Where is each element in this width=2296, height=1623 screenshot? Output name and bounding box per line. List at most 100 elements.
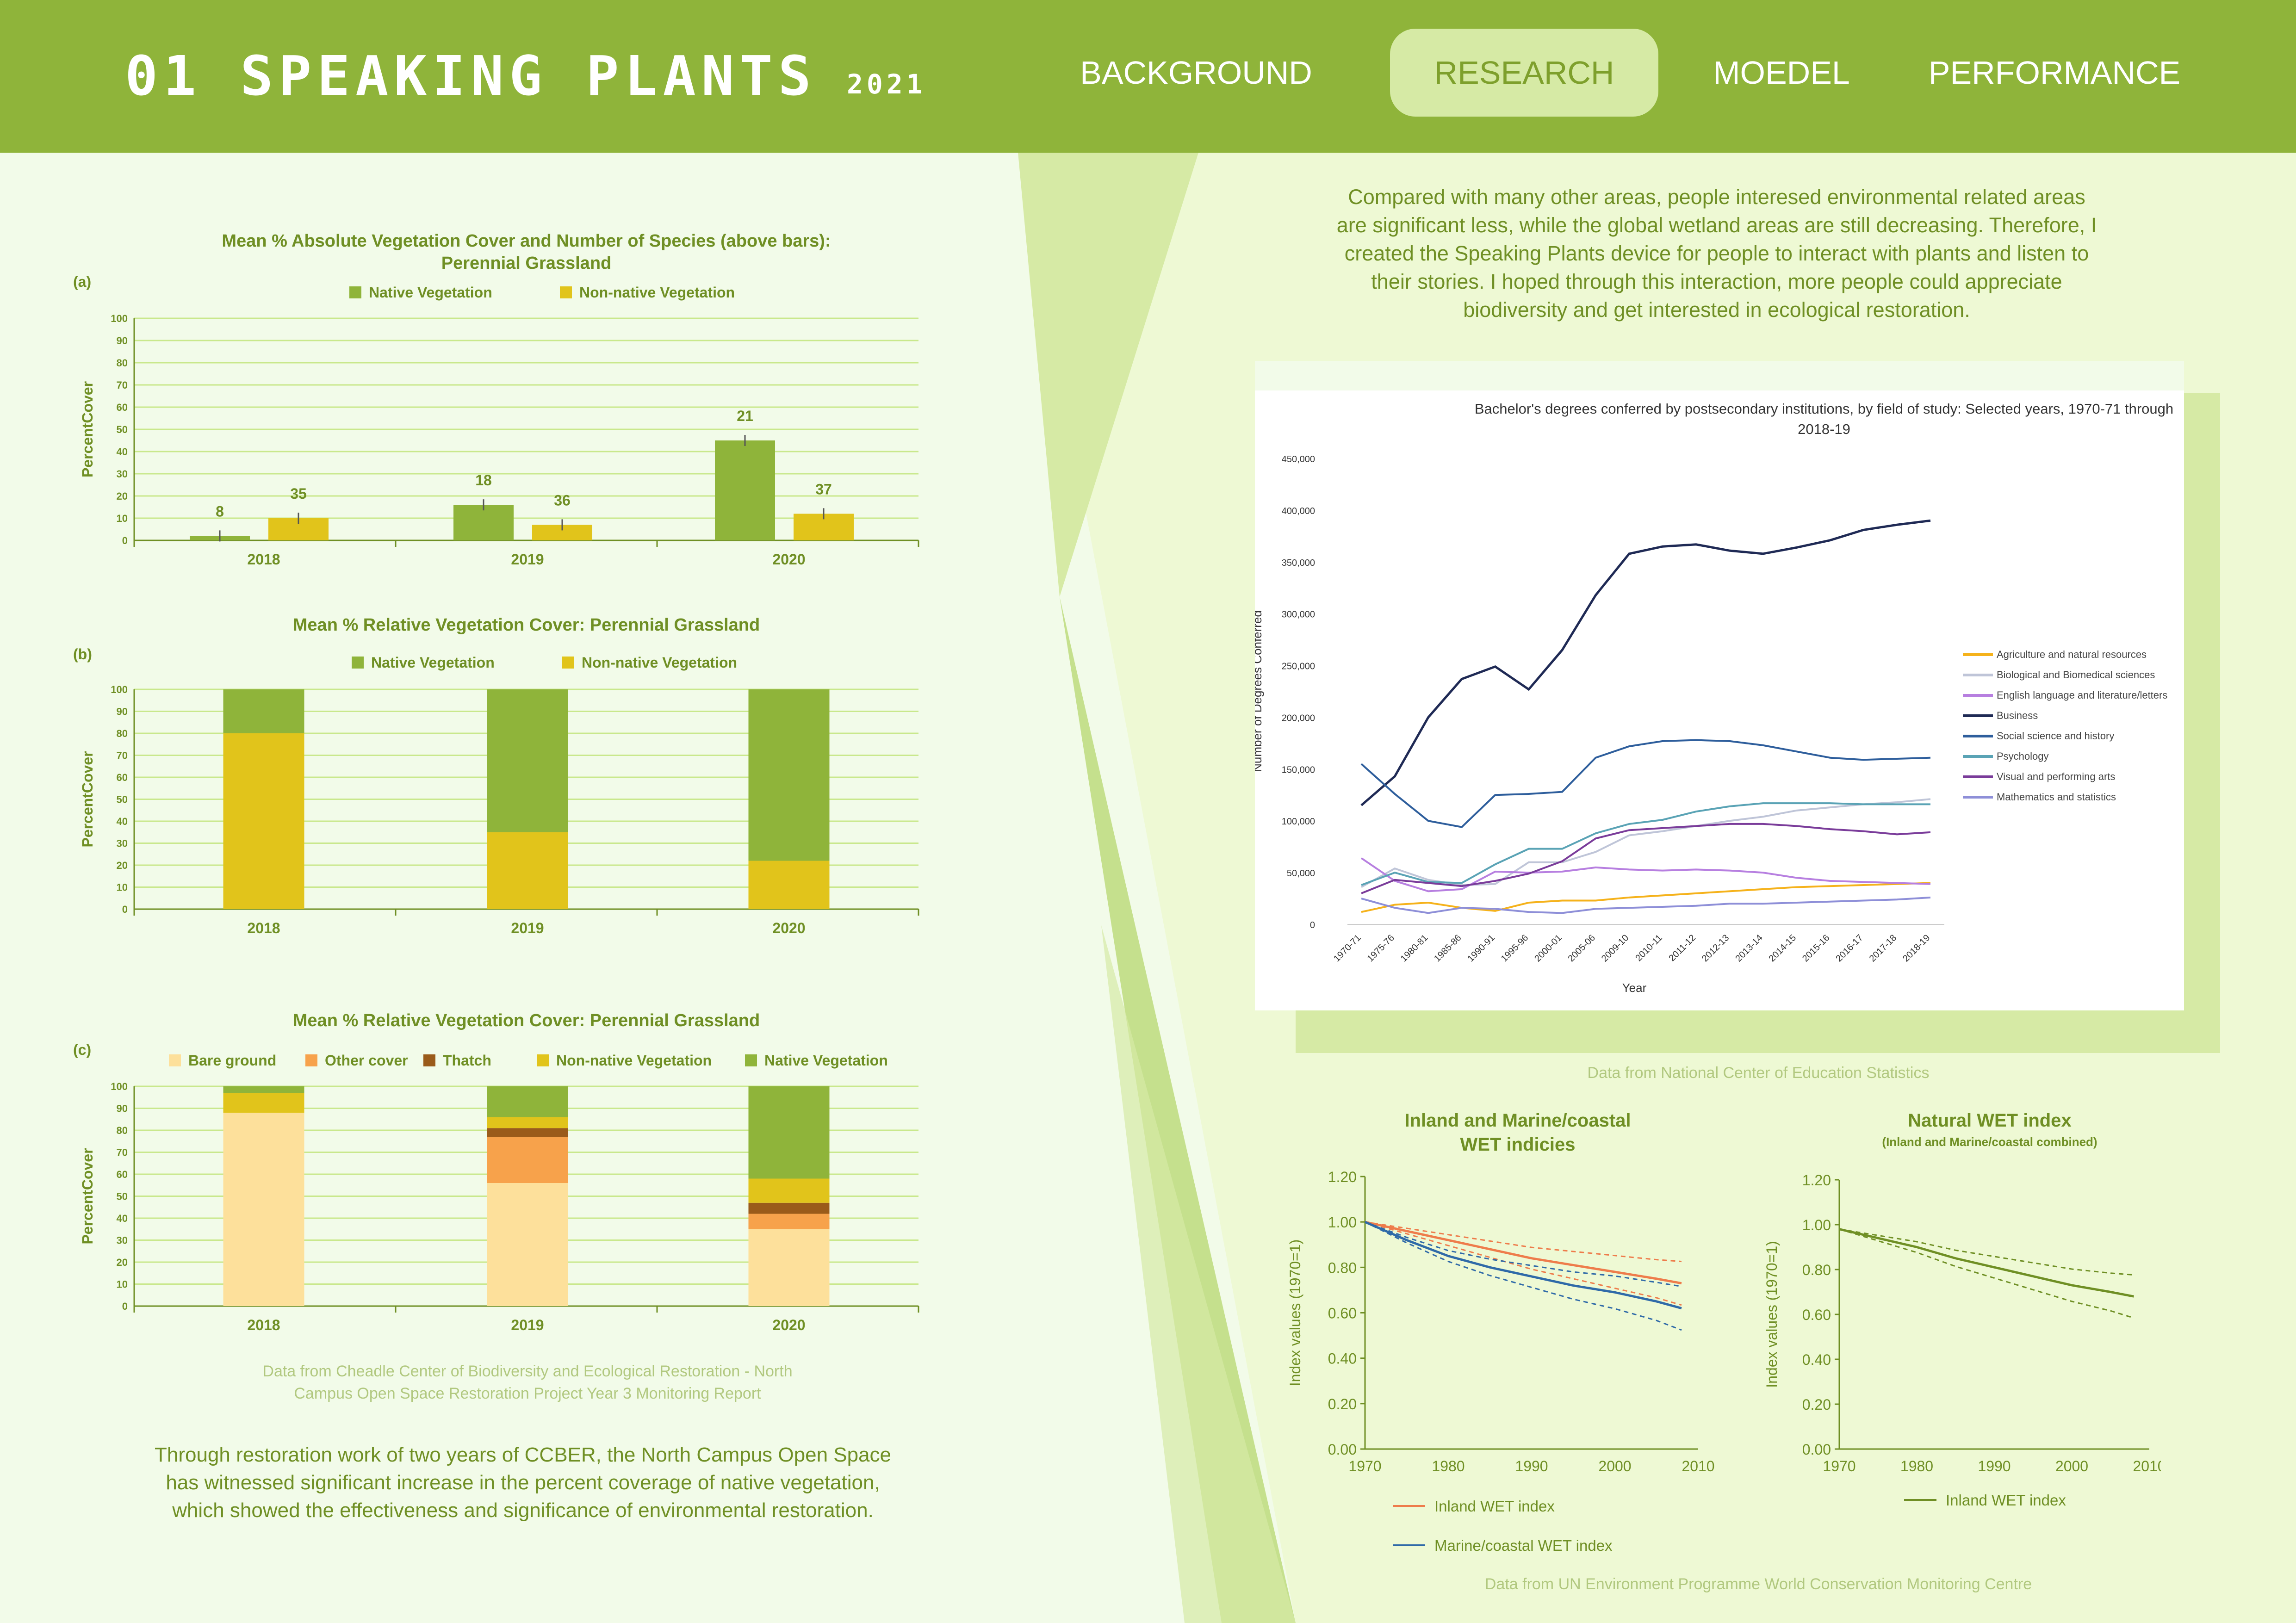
series-line xyxy=(1361,896,1931,914)
legend-label: Inland WET index xyxy=(1946,1492,2066,1509)
stacked-bar-segment xyxy=(223,689,304,733)
legend-label: Native Vegetation xyxy=(369,284,492,301)
stacked-bar-segment xyxy=(223,1113,304,1306)
series-line xyxy=(1361,882,1931,913)
legend-label: Non-native Vegetation xyxy=(582,654,737,671)
y-tick-label: 0.60 xyxy=(1328,1305,1357,1322)
x-tick-label: 1980-81 xyxy=(1399,933,1430,964)
legend-swatch xyxy=(305,1054,317,1066)
series-line xyxy=(1361,802,1930,886)
x-tick-label: 1990 xyxy=(1978,1458,2011,1474)
y-tick-label: 30 xyxy=(117,1235,128,1246)
y-tick-label: 0.80 xyxy=(1328,1259,1357,1276)
confidence-line xyxy=(1365,1221,1682,1263)
legend-label: Non-native Vegetation xyxy=(556,1052,712,1069)
legend-label: Marine/coastal WET index xyxy=(1434,1537,1613,1554)
y-tick-label: 90 xyxy=(117,335,128,347)
nav-background[interactable]: BACKGROUND xyxy=(1080,55,1312,91)
y-tick-label: 90 xyxy=(117,706,128,718)
species-count-label: 21 xyxy=(737,408,753,424)
legend-swatch xyxy=(562,657,574,669)
stacked-bar-segment xyxy=(487,1117,568,1128)
confidence-line xyxy=(1839,1228,2134,1319)
stacked-bar-segment xyxy=(487,1086,568,1117)
confidence-line xyxy=(1365,1221,1682,1306)
legend-label: Psychology xyxy=(1997,750,2049,762)
vegetation-absolute-chart: Mean % Absolute Vegetation Cover and Num… xyxy=(73,231,919,568)
species-count-label: 37 xyxy=(815,481,832,497)
species-count-label: 35 xyxy=(290,485,307,502)
x-tick-label: 2018 xyxy=(247,551,280,568)
series-line xyxy=(1361,823,1931,894)
series-line xyxy=(1839,1228,2134,1298)
stacked-bar-segment xyxy=(223,1086,304,1093)
series-line xyxy=(1360,739,1931,828)
nav-research[interactable]: RESEARCH xyxy=(1390,29,1658,117)
y-tick-label: 0.20 xyxy=(1802,1396,1831,1413)
chart-title: Natural WET index xyxy=(1908,1110,2071,1131)
y-tick-label: 30 xyxy=(117,838,128,849)
x-tick-label: 1970 xyxy=(1823,1458,1855,1474)
y-tick-label: 50 xyxy=(117,1191,128,1202)
y-tick-label: 100 xyxy=(111,1081,128,1092)
y-axis-label: Number of Degrees Conferred xyxy=(1255,610,1264,772)
conclusion-line: has witnessed significant increase in th… xyxy=(166,1471,880,1494)
stacked-bar-segment xyxy=(748,1202,830,1214)
y-tick-label: 0 xyxy=(1310,920,1315,930)
x-tick-label: 2017-18 xyxy=(1868,933,1899,964)
species-count-label: 18 xyxy=(475,472,492,489)
series-line xyxy=(1365,1220,1682,1310)
stacked-bar-segment xyxy=(223,733,304,909)
y-tick-label: 80 xyxy=(117,1125,128,1136)
legend-swatch xyxy=(745,1054,757,1066)
legend-swatch xyxy=(169,1054,181,1066)
stacked-bar-segment xyxy=(748,1178,830,1203)
y-tick-label: 70 xyxy=(117,1147,128,1158)
y-tick-label: 0 xyxy=(122,1301,128,1312)
y-tick-label: 70 xyxy=(117,379,128,391)
x-tick-label: 1980 xyxy=(1900,1458,1933,1474)
chart-title: Mean % Relative Vegetation Cover: Perenn… xyxy=(293,1011,760,1030)
vegetation-cover-type-chart: Mean % Relative Vegetation Cover: Perenn… xyxy=(73,1011,919,1333)
degrees-line-chart: Bachelor's degrees conferred by postseco… xyxy=(1255,401,2173,995)
y-axis-label: PercentCover xyxy=(79,1148,96,1244)
intro-line: are significant less, while the global w… xyxy=(1336,213,2097,237)
legend-label: Biological and Biomedical sciences xyxy=(1997,669,2155,681)
chart-title: Mean % Absolute Vegetation Cover and Num… xyxy=(222,231,831,251)
intro-line: Compared with many other areas, people i… xyxy=(1348,185,2085,209)
conclusion-text: Through restoration work of two years of… xyxy=(65,1441,981,1524)
x-tick-label: 2000-01 xyxy=(1533,933,1564,964)
x-tick-label: 1970-71 xyxy=(1332,933,1363,964)
stacked-bar-segment xyxy=(487,689,568,832)
y-tick-label: 10 xyxy=(117,882,128,893)
nav-model[interactable]: MOEDEL xyxy=(1713,55,1850,91)
y-tick-label: 0.00 xyxy=(1328,1441,1357,1458)
x-tick-label: 2018 xyxy=(247,920,280,936)
y-tick-label: 40 xyxy=(117,816,128,827)
stacked-bar-segment xyxy=(223,1093,304,1113)
panel-label: (c) xyxy=(73,1041,91,1058)
intro-line: created the Speaking Plants device for p… xyxy=(1344,242,2089,265)
x-tick-label: 2014-15 xyxy=(1767,933,1798,964)
y-tick-label: 0.20 xyxy=(1328,1396,1357,1412)
legend-swatch xyxy=(537,1054,549,1066)
x-tick-label: 2018-19 xyxy=(1901,933,1932,964)
source-line: Campus Open Space Restoration Project Ye… xyxy=(294,1385,761,1402)
nav-performance[interactable]: PERFORMANCE xyxy=(1928,55,2181,91)
legend-label: Other cover xyxy=(325,1052,408,1069)
y-tick-label: 0.00 xyxy=(1802,1441,1831,1458)
chart-title: WET indicies xyxy=(1460,1134,1576,1155)
x-tick-label: 2020 xyxy=(772,1317,805,1333)
stacked-bar-segment xyxy=(487,1128,568,1137)
stacked-bar-segment xyxy=(748,1086,830,1179)
natural-wet-chart: Natural WET index (Inland and Marine/coas… xyxy=(1763,1110,2161,1509)
stacked-bar-segment xyxy=(748,1229,830,1306)
stacked-bar-segment xyxy=(748,689,830,861)
x-tick-label: 2012-13 xyxy=(1700,933,1731,964)
x-tick-label: 2020 xyxy=(772,920,805,936)
y-axis-label: PercentCover xyxy=(79,381,96,477)
legend-label: Native Vegetation xyxy=(764,1052,888,1069)
x-tick-label: 2000 xyxy=(1598,1458,1631,1474)
legend-swatch xyxy=(423,1054,435,1066)
